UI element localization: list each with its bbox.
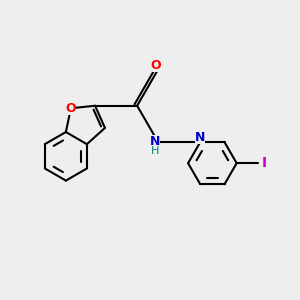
Text: N: N	[150, 135, 160, 148]
Text: N: N	[195, 130, 206, 144]
Text: O: O	[66, 102, 76, 115]
Text: O: O	[151, 58, 161, 72]
Text: I: I	[261, 156, 267, 170]
Text: H: H	[151, 146, 159, 156]
